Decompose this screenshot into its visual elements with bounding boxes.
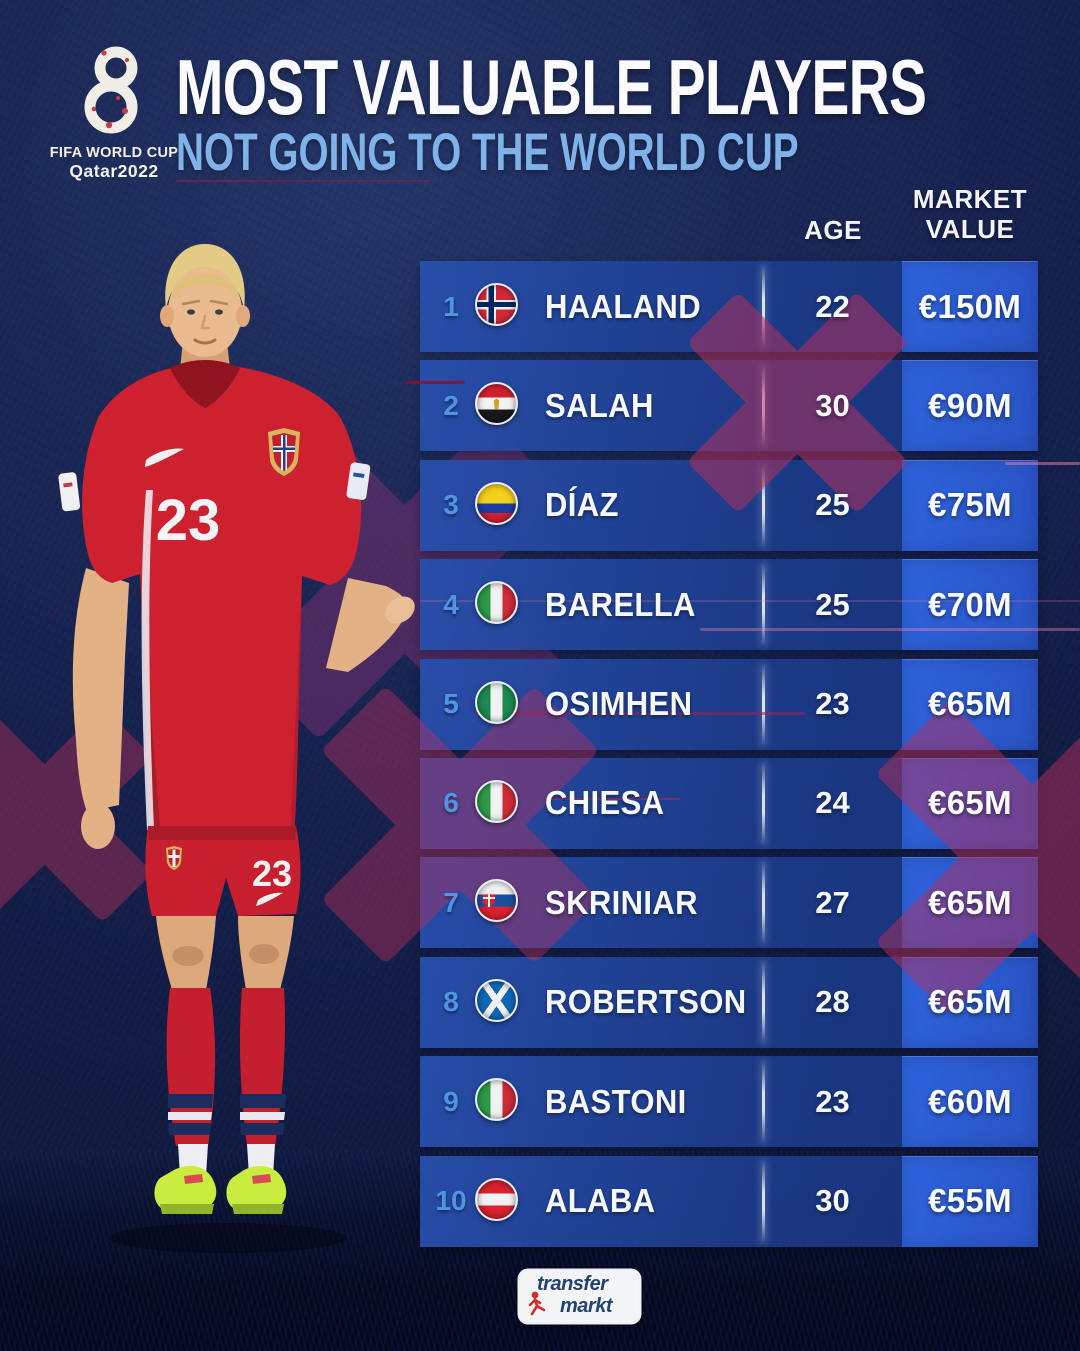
fifa-wordmark: FIFA WORLD CUP bbox=[49, 145, 179, 161]
rank-label: 4 bbox=[443, 588, 459, 620]
column-divider bbox=[762, 761, 765, 845]
table-row: 5 OSIMHEN 23 €65M bbox=[420, 658, 1038, 750]
flag-norway-icon bbox=[475, 283, 518, 326]
market-value: €65M bbox=[928, 685, 1012, 723]
flag-italy-icon bbox=[475, 779, 518, 823]
transfermarkt-logo: transfer markt bbox=[520, 1271, 639, 1322]
rank-label: 3 bbox=[443, 489, 459, 521]
player-name: SKRINIAR bbox=[545, 883, 698, 921]
market-value: €90M bbox=[928, 386, 1012, 424]
rank-label: 10 bbox=[435, 1185, 467, 1217]
column-divider bbox=[762, 364, 765, 448]
value-cell bbox=[902, 757, 1038, 849]
table-row: 7 SKRINIAR 27 €65M bbox=[420, 857, 1038, 949]
value-cell bbox=[902, 459, 1038, 551]
table-row: 1 HAALAND 22 €150M bbox=[420, 261, 1038, 352]
table-row: 3 DÍAZ 25 €75M bbox=[420, 459, 1038, 551]
table-row: 2 SALAH 30 €90M bbox=[420, 360, 1038, 452]
kicking-player-icon bbox=[528, 1291, 546, 1316]
market-value: €65M bbox=[928, 883, 1012, 921]
rank-label: 9 bbox=[443, 1085, 459, 1117]
flag-italy-icon bbox=[475, 1078, 518, 1122]
qatar-2022-emblem-icon bbox=[84, 46, 138, 134]
players-table: 1 HAALAND 22 €150M 2 SALAH 30 €90M 3 DÍA… bbox=[420, 261, 1038, 1255]
flag-slovakia-icon bbox=[475, 879, 518, 923]
transfermarkt-wordmark-bottom: markt bbox=[560, 1295, 612, 1317]
column-divider bbox=[762, 265, 765, 348]
flag-scotland-icon bbox=[475, 978, 518, 1022]
player-age: 25 bbox=[815, 586, 850, 622]
value-cell bbox=[902, 1056, 1038, 1148]
column-divider bbox=[762, 861, 765, 945]
market-value: €65M bbox=[928, 784, 1012, 822]
transfermarkt-wordmark-top: transfer bbox=[537, 1273, 608, 1295]
player-name: BARELLA bbox=[545, 585, 696, 623]
player-age: 30 bbox=[815, 1183, 850, 1219]
rank-label: 7 bbox=[443, 886, 459, 918]
table-row: 4 BARELLA 25 €70M bbox=[420, 559, 1038, 651]
player-name: ROBERTSON bbox=[545, 983, 747, 1021]
player-age: 23 bbox=[815, 686, 850, 722]
column-divider bbox=[762, 563, 765, 647]
column-header-age: AGE bbox=[804, 215, 862, 245]
market-value: €75M bbox=[928, 486, 1012, 524]
market-value: €70M bbox=[928, 585, 1012, 623]
value-cell bbox=[902, 956, 1038, 1048]
value-cell bbox=[902, 658, 1038, 750]
player-age: 23 bbox=[815, 1083, 850, 1119]
qatar-2022-wordmark: Qatar2022 bbox=[69, 161, 159, 181]
player-name: DÍAZ bbox=[545, 486, 619, 524]
rank-label: 8 bbox=[443, 986, 459, 1018]
player-age: 30 bbox=[815, 387, 850, 423]
rank-label: 5 bbox=[443, 688, 459, 720]
table-row: 10 ALABA 30 €55M bbox=[420, 1155, 1038, 1247]
value-cell bbox=[902, 1155, 1038, 1247]
player-age: 25 bbox=[815, 487, 850, 523]
flag-colombia-icon bbox=[475, 481, 518, 525]
player-name: BASTONI bbox=[545, 1082, 687, 1120]
column-divider bbox=[762, 662, 765, 746]
player-age: 22 bbox=[815, 288, 850, 324]
market-value: €60M bbox=[928, 1082, 1012, 1120]
column-divider bbox=[762, 463, 765, 547]
table-row: 6 CHIESA 24 €65M bbox=[420, 757, 1038, 849]
market-value: €150M bbox=[918, 287, 1022, 325]
player-photo-haaland: 23 23 bbox=[58, 244, 415, 1253]
value-cell bbox=[902, 559, 1038, 651]
market-value: €55M bbox=[928, 1182, 1012, 1220]
player-age: 24 bbox=[815, 785, 850, 821]
rank-label: 6 bbox=[443, 787, 459, 819]
value-cell bbox=[902, 857, 1038, 949]
player-age: 28 bbox=[815, 984, 850, 1020]
player-age: 27 bbox=[815, 884, 850, 920]
player-name: CHIESA bbox=[545, 784, 665, 822]
column-divider bbox=[762, 1159, 765, 1243]
rank-label: 1 bbox=[443, 290, 459, 322]
svg-text:23: 23 bbox=[156, 488, 221, 553]
svg-text:23: 23 bbox=[252, 853, 292, 894]
flag-austria-icon bbox=[475, 1177, 518, 1221]
player-name: OSIMHEN bbox=[545, 685, 693, 723]
player-name: HAALAND bbox=[545, 287, 701, 325]
table-row: 8 ROBERTSON 28 €65M bbox=[420, 956, 1038, 1048]
value-cell bbox=[902, 261, 1038, 352]
page-subtitle: NOT GOING TO THE WORLD CUP bbox=[176, 123, 799, 182]
flag-egypt-icon bbox=[475, 382, 518, 426]
fifa-world-cup-logo: FIFA WORLD CUP Qatar2022 bbox=[48, 38, 180, 182]
market-value: €65M bbox=[928, 983, 1012, 1021]
flag-italy-icon bbox=[475, 581, 518, 625]
flag-nigeria-icon bbox=[475, 680, 518, 724]
page-title: MOST VALUABLE PLAYERS bbox=[176, 43, 927, 131]
player-name: SALAH bbox=[545, 386, 654, 424]
player-name: ALABA bbox=[545, 1182, 656, 1220]
column-header-market-value: MARKET VALUE bbox=[912, 184, 1028, 244]
column-divider bbox=[762, 1060, 765, 1144]
table-row: 9 BASTONI 23 €60M bbox=[420, 1056, 1038, 1148]
rank-label: 2 bbox=[443, 389, 459, 421]
value-cell bbox=[902, 360, 1038, 452]
column-divider bbox=[762, 960, 765, 1044]
